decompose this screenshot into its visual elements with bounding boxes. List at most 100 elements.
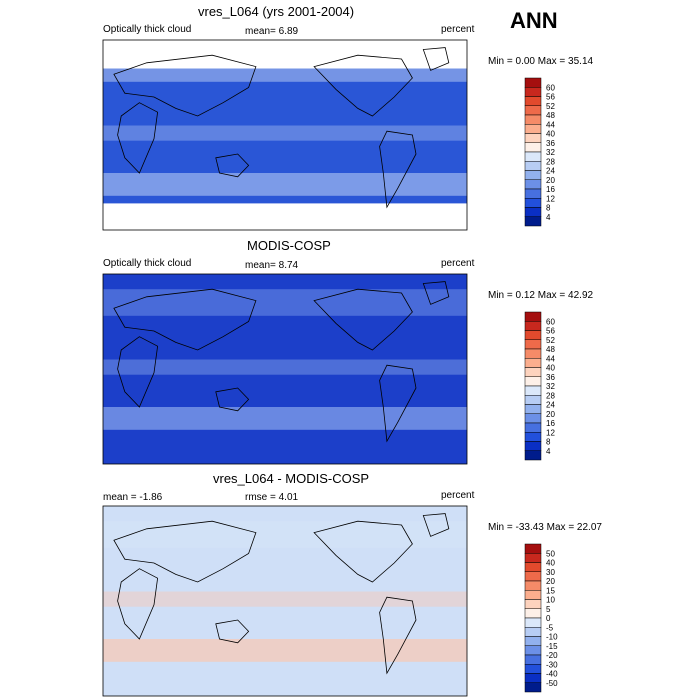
colorbar-tick-label: 56 <box>546 327 555 336</box>
colorbar-tick-label: 36 <box>546 373 555 382</box>
coastline <box>117 336 159 408</box>
coastline <box>113 520 257 583</box>
colorbar-cell <box>524 432 542 442</box>
colorbar-cell <box>524 553 542 563</box>
colorbar-tick-label: 0 <box>546 614 551 623</box>
colorbar-tick-label: 16 <box>546 419 555 428</box>
colorbar-cell <box>524 170 542 180</box>
colorbar-tick-label: 24 <box>546 401 555 410</box>
colorbar-cell <box>524 376 542 387</box>
colorbar-cell <box>524 404 542 414</box>
colorbar-cell <box>524 77 542 88</box>
map-band-south <box>103 639 467 662</box>
colorbar-cell <box>524 358 542 368</box>
colorbar-cell <box>524 627 542 637</box>
colorbar-cell <box>524 114 542 125</box>
colorbar-tick-label: 52 <box>546 336 555 345</box>
colorbar-tick-label: 16 <box>546 185 555 194</box>
colorbar-cell <box>524 133 542 143</box>
season-label: ANN <box>510 8 558 33</box>
colorbar-tick-label: 28 <box>546 391 555 400</box>
colorbar-tick-label: 8 <box>546 204 551 213</box>
colorbar-cell <box>524 179 542 190</box>
coastline <box>117 102 159 174</box>
map-frame <box>102 39 468 231</box>
panel-1-variable-label: Optically thick cloud <box>103 24 192 35</box>
coastline <box>422 513 450 537</box>
map-band-tropics <box>103 359 467 375</box>
colorbar-cell <box>524 422 542 433</box>
colorbar-tick-label: 48 <box>546 111 555 120</box>
colorbar-cell <box>524 664 542 674</box>
colorbar-cell <box>524 682 542 693</box>
map-frame <box>102 505 468 697</box>
panel-3-rmse: rmse = 4.01 <box>245 492 299 503</box>
colorbar-cell <box>524 673 542 683</box>
colorbar-cell <box>524 198 542 208</box>
colorbar-tick-label: 50 <box>546 549 555 558</box>
colorbar-tick-label: 40 <box>546 559 555 568</box>
coastline <box>215 619 250 644</box>
colorbar-tick-label: 20 <box>546 176 555 185</box>
colorbar-tick-label: 48 <box>546 345 555 354</box>
colorbar-cell <box>524 151 542 162</box>
map-band-tropics <box>103 125 467 141</box>
colorbar-tick-label: 36 <box>546 139 555 148</box>
colorbar-cell <box>524 348 542 359</box>
colorbar-tick-label: 20 <box>546 410 555 419</box>
map-frame <box>102 273 468 465</box>
colorbar-cell <box>524 161 542 171</box>
colorbar-tick-label: 5 <box>546 605 551 614</box>
colorbar-cell <box>524 450 542 461</box>
panel-1-minmax: Min = 0.00 Max = 35.14 <box>488 56 594 67</box>
panel-3-minmax: Min = -33.43 Max = 22.07 <box>488 522 602 533</box>
map-band-north <box>103 521 467 548</box>
panel-1-title: vres_L064 (yrs 2001-2004) <box>198 4 355 19</box>
coastline <box>422 47 450 71</box>
colorbar-cell <box>524 87 542 97</box>
colorbar-cell <box>524 207 542 217</box>
colorbar-cell <box>524 543 542 554</box>
map-panel-2 <box>102 273 468 465</box>
panel-1-units: percent <box>441 24 475 35</box>
coastline <box>117 568 159 640</box>
colorbar-cell <box>524 321 542 331</box>
colorbar-tick-label: 32 <box>546 382 555 391</box>
colorbar-cell <box>524 571 542 582</box>
colorbar-tick-label: -15 <box>546 642 558 651</box>
colorbar-cell <box>524 599 542 609</box>
colorbar-tick-label: 10 <box>546 596 555 605</box>
colorbar-cell <box>524 580 542 591</box>
panel-3-mean: mean = -1.86 <box>103 492 163 503</box>
colorbar-tick-label: 30 <box>546 568 555 577</box>
colorbar-tick-label: -20 <box>546 651 558 660</box>
colorbar-tick-label: 12 <box>546 428 555 437</box>
colorbar-cell <box>524 562 542 572</box>
colorbar-tick-label: -5 <box>546 623 554 632</box>
colorbar-cell <box>524 330 542 340</box>
colorbar-cell <box>524 124 542 134</box>
colorbar-tick-label: 28 <box>546 157 555 166</box>
coastline <box>379 596 417 675</box>
map-panel-3 <box>102 505 468 697</box>
colorbar-tick-label: 44 <box>546 354 555 363</box>
colorbar-cell <box>524 385 542 396</box>
colorbar-cell <box>524 188 542 199</box>
colorbar-tick-label: -50 <box>546 679 558 688</box>
map-band-north <box>103 289 467 316</box>
coastline <box>113 288 257 351</box>
colorbar-tick-label: 40 <box>546 364 555 373</box>
colorbar-tick-label: 56 <box>546 93 555 102</box>
colorbar-cell <box>524 413 542 424</box>
colorbar-cell <box>524 654 542 665</box>
panel-1-mean: mean= 6.89 <box>245 26 299 37</box>
coastline <box>215 387 250 412</box>
map-missing-north <box>103 40 467 69</box>
colorbar-cell <box>524 311 542 322</box>
coastline <box>113 54 257 117</box>
colorbar-tick-label: 60 <box>546 317 555 326</box>
